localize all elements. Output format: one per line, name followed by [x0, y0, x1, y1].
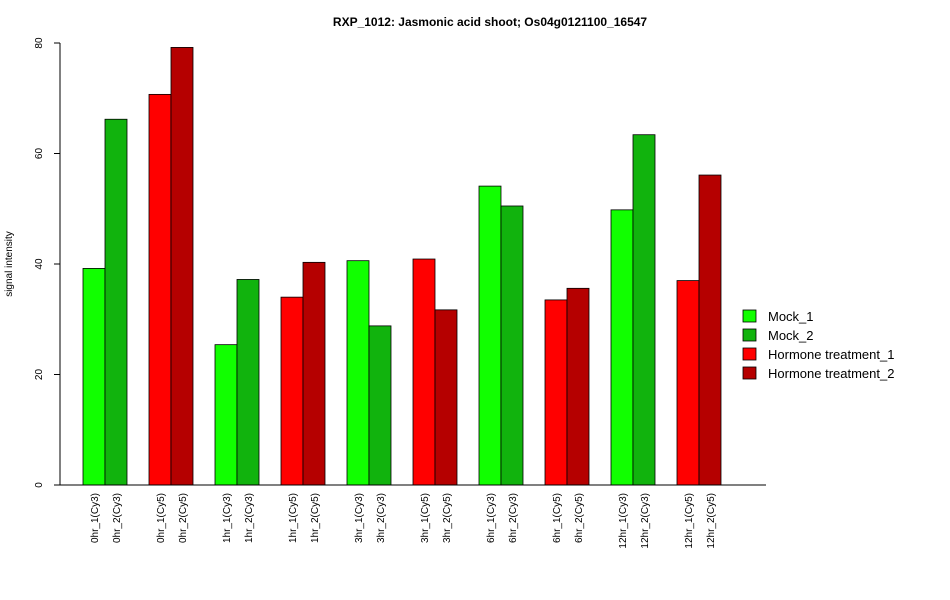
bar	[368, 325, 392, 486]
legend-label: Hormone treatment_2	[768, 366, 894, 381]
x-category-label: 1hr_2(Cy5)	[310, 493, 321, 543]
x-category-label: 1hr_1(Cy3)	[222, 493, 233, 543]
legend: Mock_1 Mock_2 Hormone treatment_1 Hormone t…	[742, 309, 894, 381]
x-category-label: 6hr_1(Cy5)	[552, 493, 563, 543]
bar	[346, 260, 370, 486]
legend-swatch	[742, 328, 757, 342]
chart-title: RXP_1012: Jasmonic acid shoot; Os04g0121…	[333, 15, 648, 29]
bar	[104, 118, 128, 486]
x-category-label: 6hr_2(Cy3)	[508, 493, 519, 543]
bar	[566, 287, 590, 486]
legend-swatch	[742, 366, 757, 380]
bar	[698, 174, 722, 486]
x-category-label: 3hr_1(Cy5)	[420, 493, 431, 543]
y-tick-label: 40	[34, 258, 45, 270]
bar	[610, 209, 634, 486]
x-category-label: 1hr_2(Cy3)	[244, 493, 255, 543]
x-category-label: 1hr_1(Cy5)	[288, 493, 299, 543]
x-category-label: 0hr_1(Cy5)	[156, 493, 167, 543]
x-category-label: 12hr_1(Cy3)	[618, 493, 629, 549]
bar	[544, 299, 568, 486]
legend-label: Hormone treatment_1	[768, 347, 894, 362]
x-category-label: 6hr_1(Cy3)	[486, 493, 497, 543]
bars-group	[82, 47, 722, 486]
x-axis: 0hr_1(Cy3) 0hr_2(Cy3) 0hr_1(Cy5) 0hr_2(Cy5)…	[60, 484, 766, 549]
bar	[632, 134, 656, 486]
x-category-label: 12hr_2(Cy3)	[640, 493, 651, 549]
x-category-label: 3hr_2(Cy5)	[442, 493, 453, 543]
x-category-label: 6hr_2(Cy5)	[574, 493, 585, 543]
x-category-label: 3hr_1(Cy3)	[354, 493, 365, 543]
legend-swatch	[742, 347, 757, 361]
y-tick-label: 60	[34, 148, 45, 160]
x-category-label: 0hr_1(Cy3)	[90, 493, 101, 543]
bar	[412, 258, 436, 486]
x-category-label: 12hr_1(Cy5)	[684, 493, 695, 549]
legend-label: Mock_1	[768, 309, 814, 324]
x-category-label: 3hr_2(Cy3)	[376, 493, 387, 543]
bar	[676, 280, 700, 486]
bar	[236, 279, 260, 486]
y-axis-label: signal intensity	[4, 231, 15, 297]
x-category-label: 0hr_2(Cy3)	[112, 493, 123, 543]
bar	[170, 47, 194, 486]
y-axis: 0 20 40 60 80	[34, 37, 61, 488]
bar	[214, 344, 238, 486]
bar	[148, 93, 172, 486]
bar	[478, 185, 502, 486]
x-category-label: 12hr_2(Cy5)	[706, 493, 717, 549]
legend-label: Mock_2	[768, 328, 814, 343]
bar	[302, 261, 326, 486]
y-tick-label: 80	[34, 37, 45, 49]
bar	[280, 296, 304, 486]
bar	[500, 205, 524, 486]
bar	[82, 268, 106, 486]
bar	[434, 309, 458, 486]
legend-swatch	[742, 309, 757, 323]
y-tick-label: 0	[34, 482, 45, 488]
y-tick-label: 20	[34, 369, 45, 381]
x-category-label: 0hr_2(Cy5)	[178, 493, 189, 543]
